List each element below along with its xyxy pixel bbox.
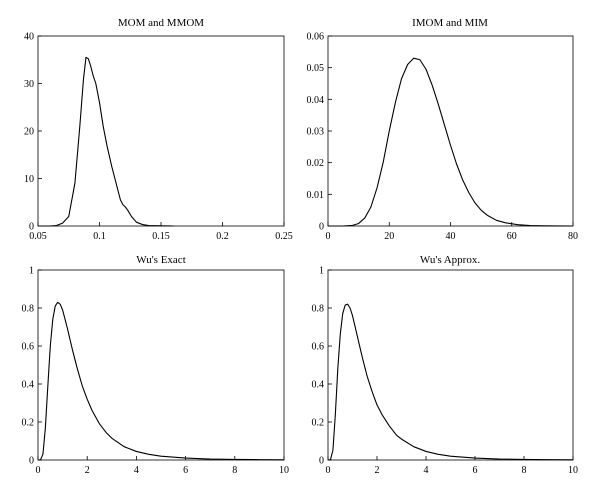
x-tick-label: 10 <box>568 465 578 476</box>
y-tick-label: 0.4 <box>22 380 35 391</box>
x-tick-label: 80 <box>568 231 578 242</box>
y-tick-label: 0.2 <box>22 418 35 429</box>
x-tick-label: 20 <box>384 231 394 242</box>
x-tick-label: 10 <box>279 465 289 476</box>
axes-frame <box>37 35 285 227</box>
x-tick-label: 4 <box>424 465 429 476</box>
axes-frame <box>37 269 285 461</box>
y-tick-label: 0.06 <box>307 32 325 43</box>
panel-title: Wu's Approx. <box>420 254 480 266</box>
y-tick-label: 20 <box>24 127 34 138</box>
axes-frame <box>327 269 574 461</box>
panel-title: MOM and MMOM <box>118 17 204 29</box>
density-curve <box>327 303 574 461</box>
density-curve <box>328 57 574 227</box>
axes-frame <box>327 35 574 227</box>
x-tick-label: 0 <box>36 465 41 476</box>
y-tick-label: 0.4 <box>312 380 325 391</box>
x-tick-label: 8 <box>522 465 527 476</box>
panel-imom-mim: IMOM and MIM 0 20 40 60 80 0 0.01 0.02 0.03 0.04 0… <box>307 17 579 242</box>
y-tick-label: 0.04 <box>307 95 325 106</box>
x-tick-label: 0 <box>326 231 331 242</box>
y-tick-label: 0.01 <box>307 190 325 201</box>
y-tick-label: 0.03 <box>307 127 325 138</box>
x-tick-label: 0 <box>326 465 331 476</box>
y-tick-label: 0.2 <box>312 418 325 429</box>
panel-title: Wu's Exact <box>136 254 186 266</box>
panel-wu-approx: Wu's Approx. 0 2 4 6 8 10 0 0.2 0.4 0.6 0.8 1 <box>312 254 579 476</box>
x-tick-label: 40 <box>446 231 456 242</box>
x-tick-label: 2 <box>375 465 380 476</box>
x-tick-label: 0.05 <box>29 231 47 242</box>
x-tick-label: 4 <box>134 465 139 476</box>
x-tick-label: 2 <box>85 465 90 476</box>
density-curve <box>38 56 174 227</box>
y-tick-label: 0.05 <box>307 63 325 74</box>
y-tick-label: 1 <box>319 266 324 277</box>
y-tick-label: 10 <box>24 174 34 185</box>
x-tick-label: 6 <box>473 465 478 476</box>
x-tick-label: 0.2 <box>216 231 229 242</box>
panel-mom-mmom: MOM and MMOM 0.05 0.1 0.15 0.2 0.25 0 10 20 30 40 <box>24 17 293 242</box>
x-tick-label: 0.25 <box>275 231 293 242</box>
x-tick-label: 6 <box>183 465 188 476</box>
density-curve <box>37 301 285 461</box>
y-tick-label: 0.6 <box>22 342 35 353</box>
y-tick-label: 0 <box>319 456 324 467</box>
y-tick-label: 0.8 <box>22 304 35 315</box>
x-tick-label: 60 <box>507 231 517 242</box>
y-tick-label: 0.02 <box>307 158 325 169</box>
x-tick-label: 0.15 <box>152 231 170 242</box>
y-tick-label: 0 <box>29 222 34 233</box>
y-tick-label: 40 <box>24 32 34 43</box>
y-tick-label: 0 <box>319 222 324 233</box>
y-tick-label: 30 <box>24 79 34 90</box>
x-tick-label: 0.1 <box>93 231 106 242</box>
y-tick-label: 0.6 <box>312 342 325 353</box>
x-tick-label: 8 <box>232 465 237 476</box>
panel-title: IMOM and MIM <box>412 17 488 29</box>
panel-wu-exact: Wu's Exact 0 2 4 6 8 10 0 0.2 0.4 0.6 0.8 1 <box>22 254 290 476</box>
y-tick-label: 1 <box>29 266 34 277</box>
y-tick-label: 0 <box>29 456 34 467</box>
y-tick-label: 0.8 <box>312 304 325 315</box>
